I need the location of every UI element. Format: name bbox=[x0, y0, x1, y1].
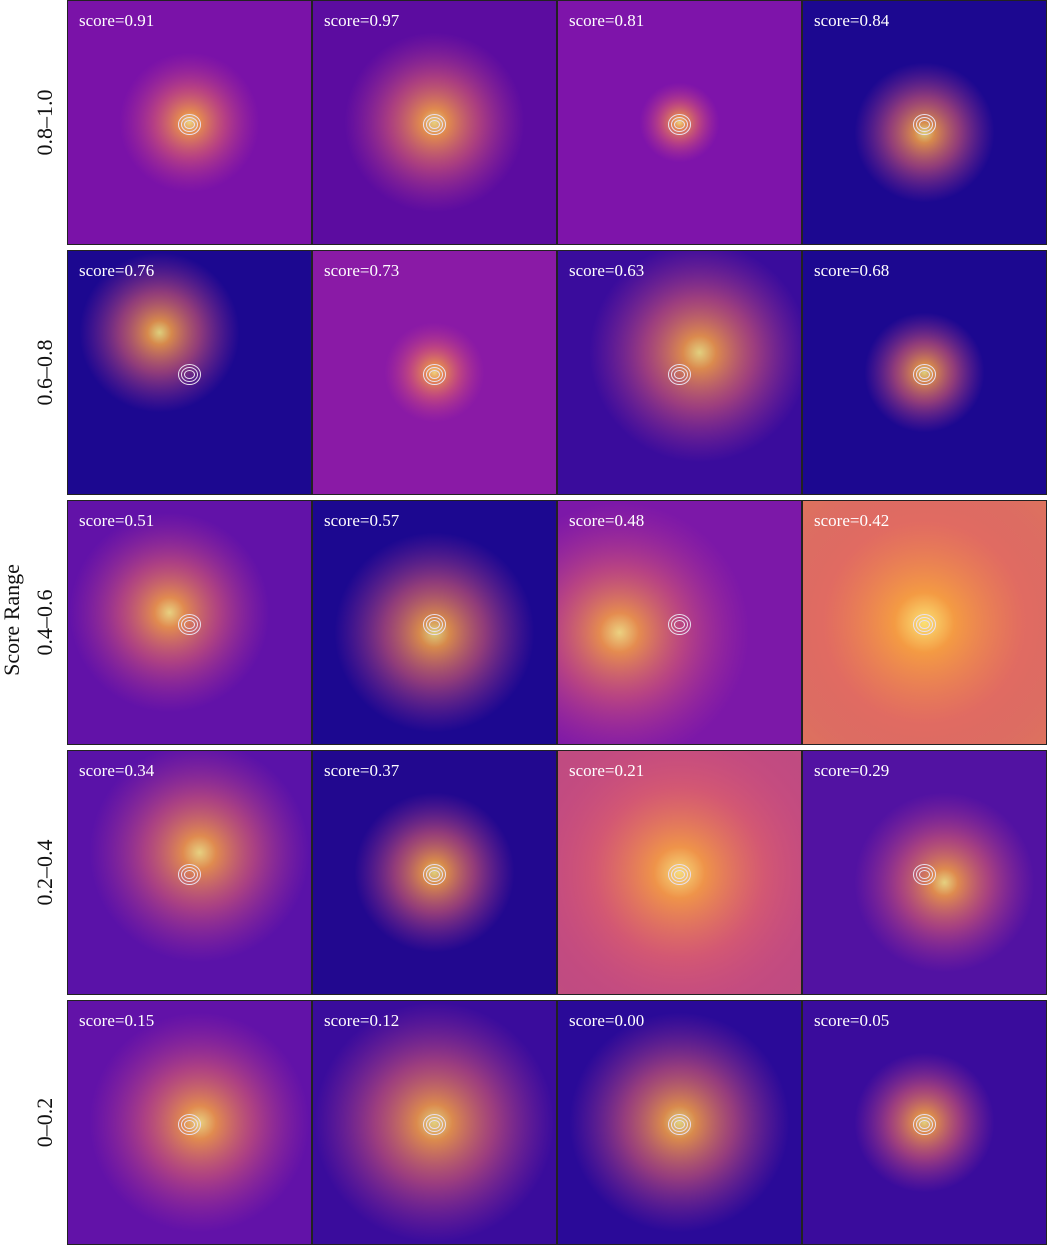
row-label: 0.4–0.6 bbox=[32, 590, 57, 656]
panel: score=0.48 bbox=[557, 500, 802, 745]
score-label: score=0.91 bbox=[79, 11, 154, 30]
score-label: score=0.00 bbox=[569, 1011, 644, 1030]
panel: score=0.91 bbox=[67, 0, 312, 245]
panel: score=0.34 bbox=[67, 750, 312, 995]
panel: score=0.15 bbox=[67, 1000, 312, 1245]
panel: score=0.21 bbox=[557, 750, 802, 995]
score-label: score=0.68 bbox=[814, 261, 889, 280]
score-label: score=0.15 bbox=[79, 1011, 154, 1030]
panel: score=0.37 bbox=[312, 750, 557, 995]
panel: score=0.42 bbox=[802, 500, 1047, 745]
score-label: score=0.51 bbox=[79, 511, 154, 530]
panel: score=0.05 bbox=[802, 1000, 1047, 1245]
score-label: score=0.48 bbox=[569, 511, 644, 530]
score-label: score=0.21 bbox=[569, 761, 644, 780]
panel: score=0.51 bbox=[67, 500, 312, 745]
panel: score=0.73 bbox=[312, 250, 557, 495]
panel: score=0.68 bbox=[802, 250, 1047, 495]
row-label: 0.8–1.0 bbox=[32, 90, 57, 156]
panel: score=0.76 bbox=[67, 250, 312, 495]
y-label: Score Range bbox=[0, 564, 24, 676]
panel: score=0.00 bbox=[557, 1000, 802, 1245]
score-label: score=0.76 bbox=[79, 261, 154, 280]
score-label: score=0.63 bbox=[569, 261, 644, 280]
score-label: score=0.42 bbox=[814, 511, 889, 530]
panel: score=0.81 bbox=[557, 0, 802, 245]
score-label: score=0.05 bbox=[814, 1011, 889, 1030]
score-label: score=0.97 bbox=[324, 11, 400, 30]
score-label: score=0.73 bbox=[324, 261, 399, 280]
panel: score=0.57 bbox=[312, 500, 557, 745]
score-label: score=0.81 bbox=[569, 11, 644, 30]
score-label: score=0.29 bbox=[814, 761, 889, 780]
score-label: score=0.34 bbox=[79, 761, 155, 780]
score-label: score=0.37 bbox=[324, 761, 400, 780]
panel: score=0.12 bbox=[312, 1000, 557, 1245]
score-label: score=0.12 bbox=[324, 1011, 399, 1030]
panel: score=0.84 bbox=[802, 0, 1047, 245]
score-label: score=0.84 bbox=[814, 11, 890, 30]
panel: score=0.63 bbox=[557, 250, 802, 495]
row-label: 0–0.2 bbox=[32, 1098, 57, 1148]
panel: score=0.29 bbox=[802, 750, 1047, 995]
row-label: 0.6–0.8 bbox=[32, 340, 57, 406]
row-label: 0.2–0.4 bbox=[32, 840, 57, 906]
panel: score=0.97 bbox=[312, 0, 557, 245]
score-label: score=0.57 bbox=[324, 511, 400, 530]
